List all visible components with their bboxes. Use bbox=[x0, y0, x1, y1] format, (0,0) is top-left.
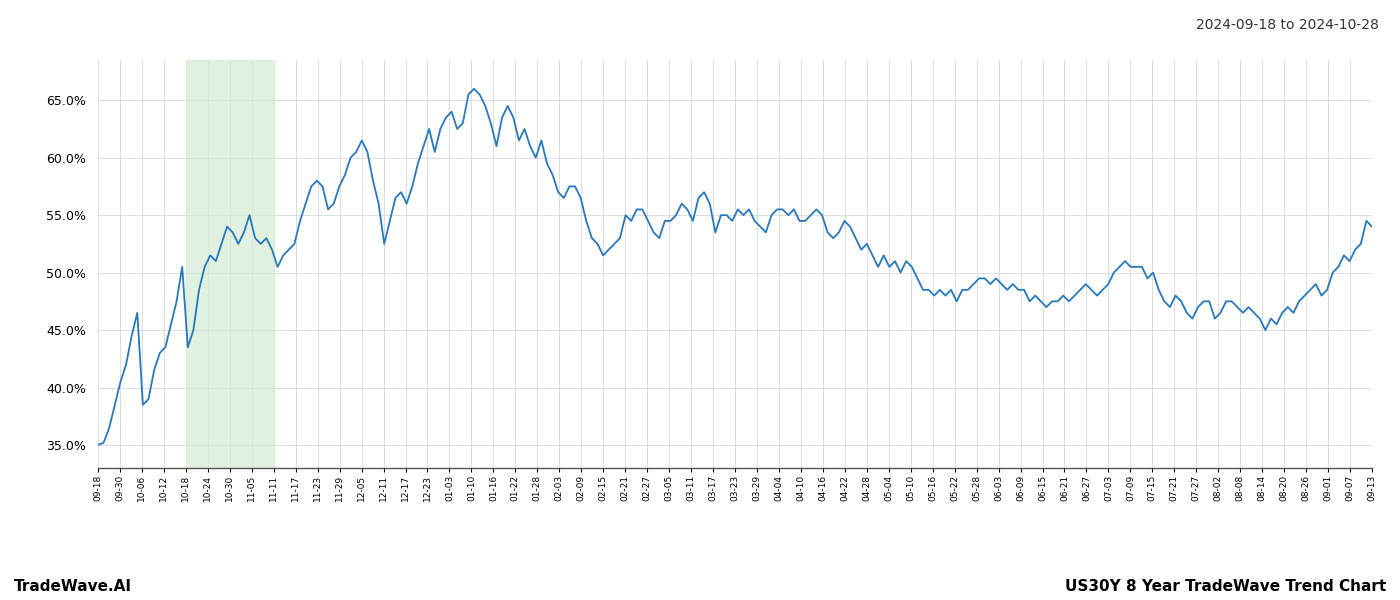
Text: TradeWave.AI: TradeWave.AI bbox=[14, 579, 132, 594]
Bar bbox=[186, 60, 274, 468]
Text: US30Y 8 Year TradeWave Trend Chart: US30Y 8 Year TradeWave Trend Chart bbox=[1065, 579, 1386, 594]
Text: 2024-09-18 to 2024-10-28: 2024-09-18 to 2024-10-28 bbox=[1196, 18, 1379, 32]
